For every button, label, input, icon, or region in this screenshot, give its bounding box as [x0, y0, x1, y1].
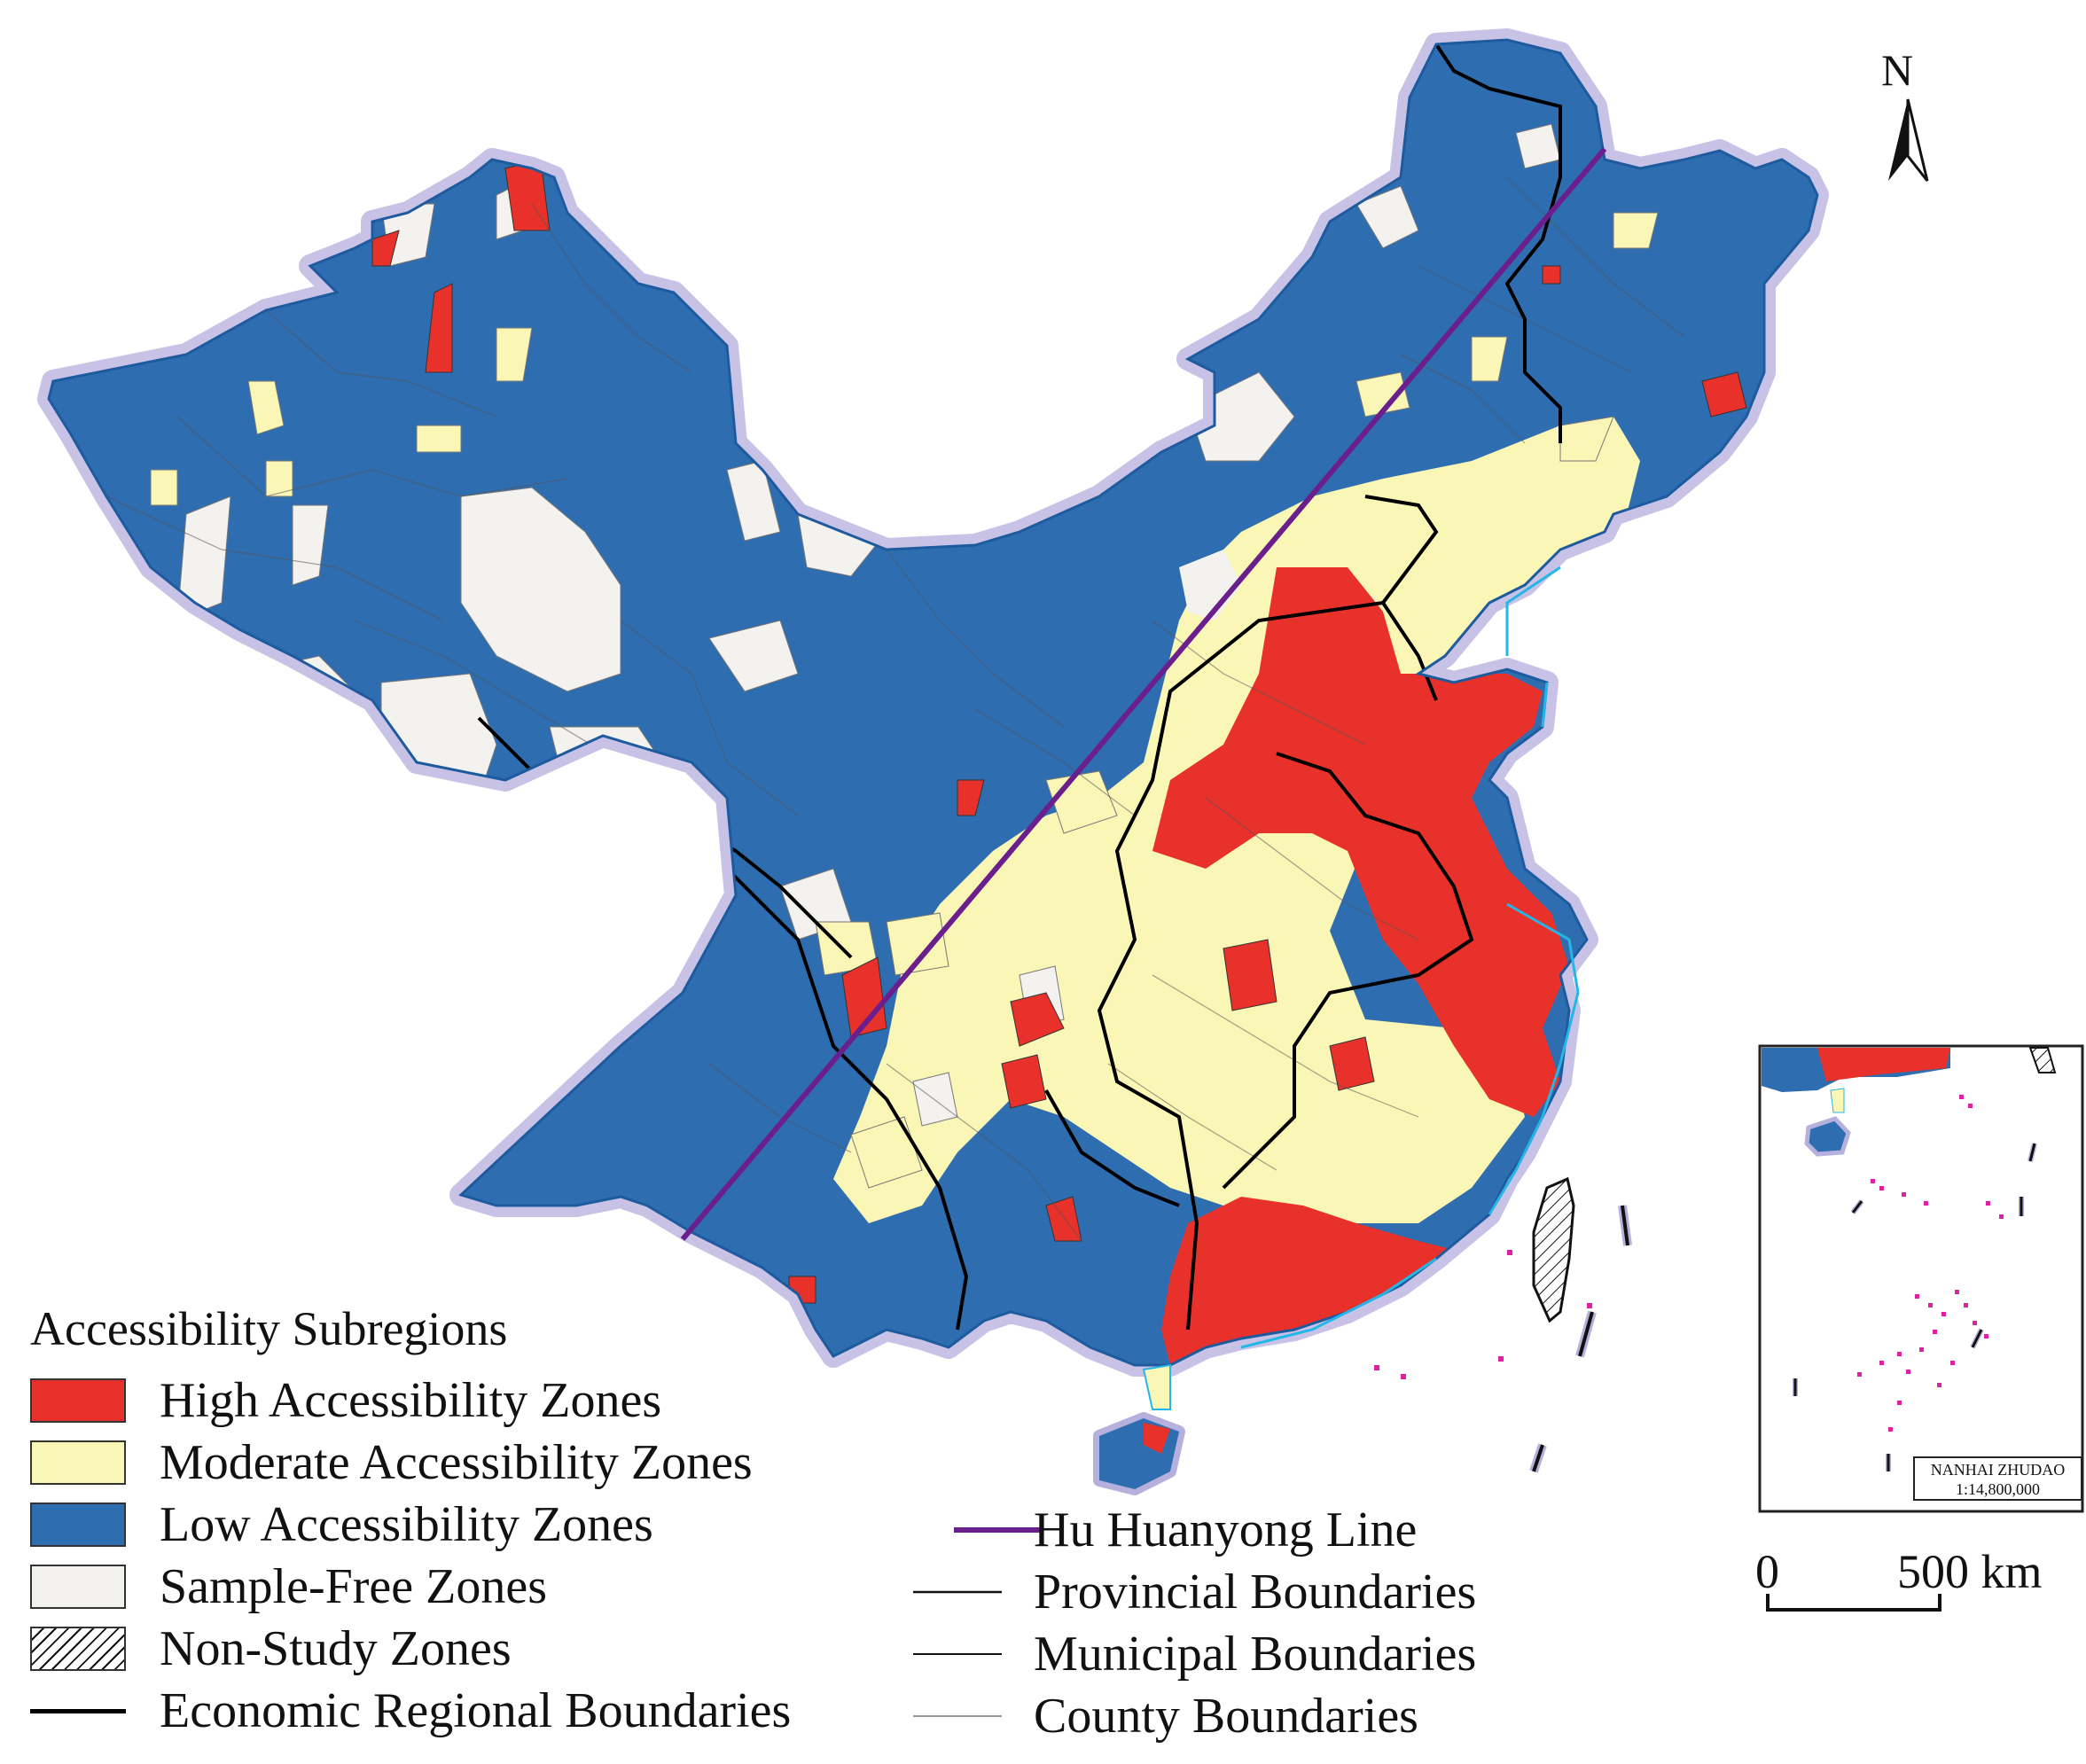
island-markers — [1374, 1250, 1592, 1379]
legend-label-municipal: Municipal Boundaries — [1034, 1627, 1477, 1682]
right-legend-lines — [913, 1527, 1043, 1717]
legend-item-municipal: Municipal Boundaries — [1034, 1627, 1477, 1682]
legend-label-high: High Accessibility Zones — [160, 1373, 662, 1428]
legend-item-sample-free: Sample-Free Zones — [30, 1559, 547, 1614]
legend-label-low: Low Accessibility Zones — [160, 1497, 653, 1552]
inset-caption-scale: 1:14,800,000 — [1955, 1480, 2040, 1498]
legend-label-hu-line: Hu Huanyong Line — [1034, 1503, 1418, 1557]
legend-item-non-study: Non-Study Zones — [30, 1621, 512, 1676]
nine-dash-segments-core — [1532, 1205, 1629, 1472]
legend-item-economic-boundary: Economic Regional Boundaries — [30, 1683, 791, 1738]
scale-bar — [1766, 1594, 1941, 1612]
legend-swatch-high — [30, 1378, 126, 1423]
coastline — [1240, 566, 1580, 1349]
north-arrow-icon — [1888, 98, 1929, 182]
hu-huanyong-line — [680, 147, 1607, 1241]
scale-start-label: 0 — [1755, 1545, 1779, 1598]
legend-label-provincial: Provincial Boundaries — [1034, 1565, 1477, 1620]
legend-label-sample-free: Sample-Free Zones — [160, 1559, 547, 1614]
inset-caption-name: NANHAI ZHUDAO — [1930, 1461, 2066, 1479]
taiwan-non-study — [1532, 1176, 1575, 1323]
legend-label-county: County Boundaries — [1034, 1689, 1418, 1744]
leizhou-peninsula — [1142, 1363, 1171, 1410]
legend-swatch-sample-free — [30, 1565, 126, 1609]
high-zones — [371, 159, 1747, 1304]
legend-line-economic — [30, 1708, 126, 1713]
sample-free-zones — [176, 123, 1561, 1127]
legend-swatch-low — [30, 1503, 126, 1547]
provincial-boundaries — [477, 43, 1562, 1331]
high-accessibility-region — [1152, 567, 1569, 1117]
legend-item-provincial: Provincial Boundaries — [1034, 1565, 1477, 1620]
legend-label-moderate: Moderate Accessibility Zones — [160, 1435, 753, 1490]
legend-label-non-study: Non-Study Zones — [160, 1621, 512, 1676]
moderate-zones — [150, 212, 1659, 1189]
hainan-island-high — [1144, 1423, 1170, 1454]
legend-item-low: Low Accessibility Zones — [30, 1497, 653, 1552]
inset-caption: NANHAI ZHUDAO 1:14,800,000 — [1913, 1456, 2082, 1501]
legend-title: Accessibility Subregions — [30, 1302, 508, 1355]
accessibility-regions — [105, 43, 1747, 1365]
sample-free-region — [1179, 550, 1241, 621]
south-china-sea-inset — [1758, 1044, 2084, 1513]
legend-item-high: High Accessibility Zones — [30, 1373, 661, 1428]
legend-label-economic: Economic Regional Boundaries — [160, 1683, 792, 1738]
legend-item-county: County Boundaries — [1034, 1689, 1418, 1744]
legend-swatch-moderate — [30, 1440, 126, 1485]
legend-item-moderate: Moderate Accessibility Zones — [30, 1435, 753, 1490]
legend-swatch-non-study — [30, 1627, 126, 1671]
north-label: N — [1881, 45, 1914, 95]
scale-end-label: 500 km — [1897, 1545, 2043, 1598]
high-accessibility-region — [1161, 1197, 1454, 1365]
legend-item-hu-line: Hu Huanyong Line — [1034, 1503, 1418, 1557]
